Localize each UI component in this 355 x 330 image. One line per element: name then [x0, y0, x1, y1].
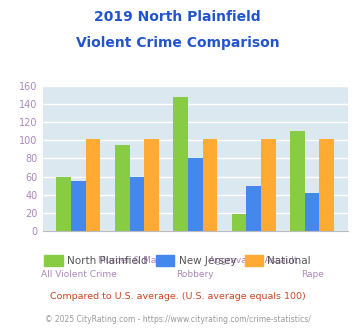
Text: Murder & Mans...: Murder & Mans...: [98, 256, 175, 265]
Text: All Violent Crime: All Violent Crime: [40, 270, 116, 279]
Text: Aggravated Assault: Aggravated Assault: [209, 256, 298, 265]
Bar: [71, 181, 86, 231]
Text: Violent Crime Comparison: Violent Crime Comparison: [76, 36, 279, 50]
Bar: [86, 139, 100, 231]
Bar: [246, 185, 261, 231]
Bar: [173, 97, 188, 231]
Bar: [144, 139, 159, 231]
Bar: [188, 158, 203, 231]
Text: Compared to U.S. average. (U.S. average equals 100): Compared to U.S. average. (U.S. average …: [50, 292, 305, 301]
Bar: [203, 139, 217, 231]
Bar: [290, 131, 305, 231]
Bar: [115, 145, 130, 231]
Text: Rape: Rape: [301, 270, 323, 279]
Bar: [232, 214, 246, 231]
Text: Robbery: Robbery: [176, 270, 214, 279]
Legend: North Plainfield, New Jersey, National: North Plainfield, New Jersey, National: [40, 251, 315, 270]
Bar: [130, 177, 144, 231]
Bar: [320, 139, 334, 231]
Bar: [261, 139, 275, 231]
Bar: [305, 193, 320, 231]
Text: 2019 North Plainfield: 2019 North Plainfield: [94, 10, 261, 24]
Text: © 2025 CityRating.com - https://www.cityrating.com/crime-statistics/: © 2025 CityRating.com - https://www.city…: [45, 315, 310, 324]
Bar: [56, 178, 71, 231]
